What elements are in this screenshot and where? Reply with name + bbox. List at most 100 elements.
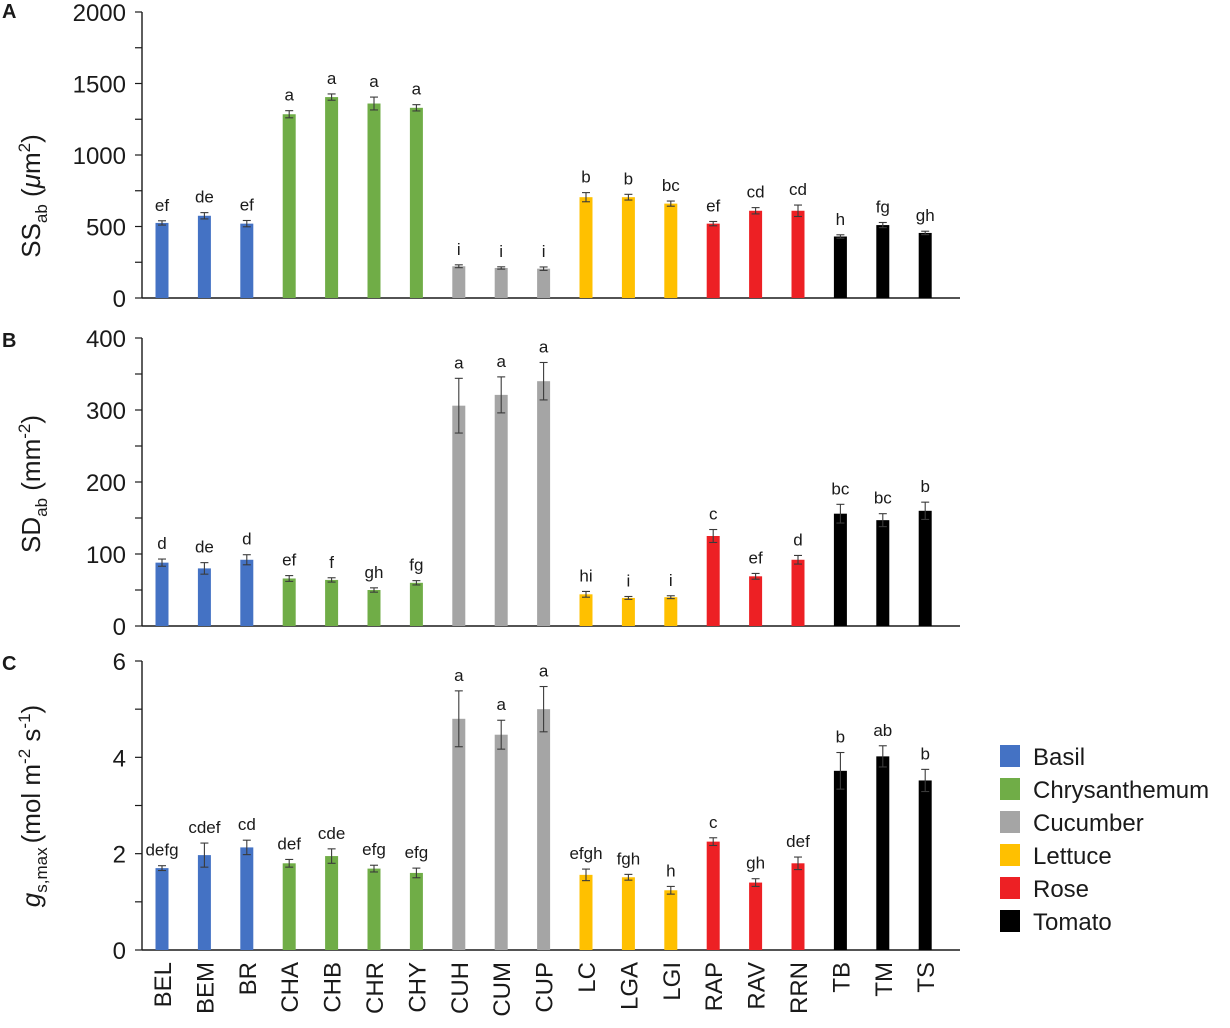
significance-letter: d xyxy=(793,530,802,549)
error-bar xyxy=(624,595,633,600)
error-bar xyxy=(285,858,294,868)
error-bar xyxy=(666,885,675,895)
bar-bel xyxy=(155,562,169,626)
bar-rrn xyxy=(791,559,805,626)
significance-letter: bc xyxy=(662,176,680,195)
y-tick-label: 2000 xyxy=(73,0,126,27)
ylabel-panel-b-close: ) xyxy=(16,415,46,424)
y-tick-label: 4 xyxy=(113,745,126,772)
legend-label: Tomato xyxy=(1033,909,1112,936)
ylabel-panel-c: gs,max (mol m-2 s-1) xyxy=(15,705,51,907)
ylabel-panel-a-sup: 2 xyxy=(15,143,34,152)
error-bar xyxy=(454,264,463,269)
significance-letter: b xyxy=(920,744,929,763)
significance-letter: def xyxy=(277,834,301,853)
bar-rap xyxy=(706,841,720,950)
error-bar xyxy=(158,558,166,567)
x-tick-label-br: BR xyxy=(235,962,262,995)
significance-letter: cd xyxy=(747,183,765,202)
x-tick-label-lga: LGA xyxy=(616,962,643,1010)
significance-letter: h xyxy=(836,210,845,229)
error-bar xyxy=(666,200,675,207)
error-bar xyxy=(751,878,760,887)
x-tick-label-ts: TS xyxy=(913,962,940,993)
bar-lga xyxy=(621,877,635,950)
significance-letter: ef xyxy=(706,196,720,215)
error-bar xyxy=(539,266,548,271)
bar-chb xyxy=(325,579,339,626)
significance-letter: cd xyxy=(238,815,256,834)
y-tick-label: 6 xyxy=(113,649,126,676)
bar-chr xyxy=(367,103,381,299)
significance-letter: efg xyxy=(362,840,386,859)
significance-letter: a xyxy=(539,662,549,681)
bar-rap xyxy=(706,223,720,298)
legend-label: Basil xyxy=(1033,744,1085,771)
y-tick-label: 0 xyxy=(113,286,126,313)
significance-letter: de xyxy=(195,538,214,557)
ylabel-panel-a-main: SS xyxy=(16,223,46,258)
bar-rrn xyxy=(791,210,805,298)
significance-letter: def xyxy=(786,832,810,851)
bar-lgi xyxy=(664,203,678,298)
error-bar xyxy=(327,93,336,101)
bar-br xyxy=(240,223,254,298)
bar-cup xyxy=(537,709,551,950)
ylabel-panel-a-open: ( xyxy=(16,188,46,204)
panel-letter-c: C xyxy=(2,653,16,675)
bar-chy xyxy=(409,872,423,950)
error-bar xyxy=(412,580,421,586)
bar-tm xyxy=(876,756,890,950)
x-tick-label-chr: CHR xyxy=(362,962,389,1014)
error-bar xyxy=(624,193,633,201)
error-bar xyxy=(836,234,845,239)
significance-letter: a xyxy=(284,86,294,105)
panel-a: 0 500 1000 1500 2000 ef de ef a a a a i i i b b bc ef cd cd h… xyxy=(73,0,960,313)
error-bar xyxy=(878,513,887,528)
significance-letter: b xyxy=(920,477,929,496)
significance-letter: cdef xyxy=(188,818,220,837)
significance-letter: fg xyxy=(876,197,890,216)
error-bar xyxy=(242,839,251,856)
bar-cuh xyxy=(452,266,466,298)
y-tick-label: 0 xyxy=(113,614,126,641)
ylabel-panel-a: SSab (μm2) xyxy=(15,134,51,258)
bar-cuh xyxy=(452,405,466,626)
significance-letter: i xyxy=(457,240,461,259)
bar-chy xyxy=(409,107,423,298)
significance-letter: gh xyxy=(916,206,935,225)
significance-letter: ef xyxy=(240,195,254,214)
significance-letter: ef xyxy=(282,551,296,570)
significance-letter: c xyxy=(709,813,718,832)
x-tick-label-bel: BEL xyxy=(150,962,177,1007)
bar-ts xyxy=(918,780,932,950)
error-bar xyxy=(709,837,718,847)
ylabel-panel-b-sup: -2 xyxy=(15,424,34,439)
bar-rav xyxy=(749,576,763,626)
significance-letter: a xyxy=(496,695,506,714)
error-bar xyxy=(158,865,166,872)
error-bar xyxy=(285,575,294,582)
ylabel-panel-c-close: ) xyxy=(16,705,46,714)
significance-letter: bc xyxy=(831,479,849,498)
x-tick-label-rrn: RRN xyxy=(786,962,813,1014)
y-tick-label: 100 xyxy=(86,542,126,569)
bar-chr xyxy=(367,868,381,950)
ylabel-panel-c-main: g xyxy=(16,892,46,907)
significance-letter: i xyxy=(499,242,503,261)
ylabel-panel-b-open: (mm xyxy=(16,439,46,498)
significance-letter: a xyxy=(496,352,506,371)
legend-item-chrysanthemum: Chrysanthemum xyxy=(1000,777,1209,804)
error-bar xyxy=(582,590,590,598)
legend-label: Cucumber xyxy=(1033,810,1144,837)
y-tick-label: 400 xyxy=(86,326,126,353)
significance-letter: c xyxy=(709,505,718,524)
legend: Basil Chrysanthemum Cucumber Lettuce Rose Tom… xyxy=(1000,744,1209,936)
bar-lga xyxy=(621,597,635,626)
ylabel-panel-a-mu: μ xyxy=(16,174,46,189)
error-bar xyxy=(921,501,930,520)
significance-letter: fg xyxy=(409,556,423,575)
error-bar xyxy=(539,361,548,401)
significance-letter: a xyxy=(454,353,464,372)
bar-tb xyxy=(833,236,847,298)
